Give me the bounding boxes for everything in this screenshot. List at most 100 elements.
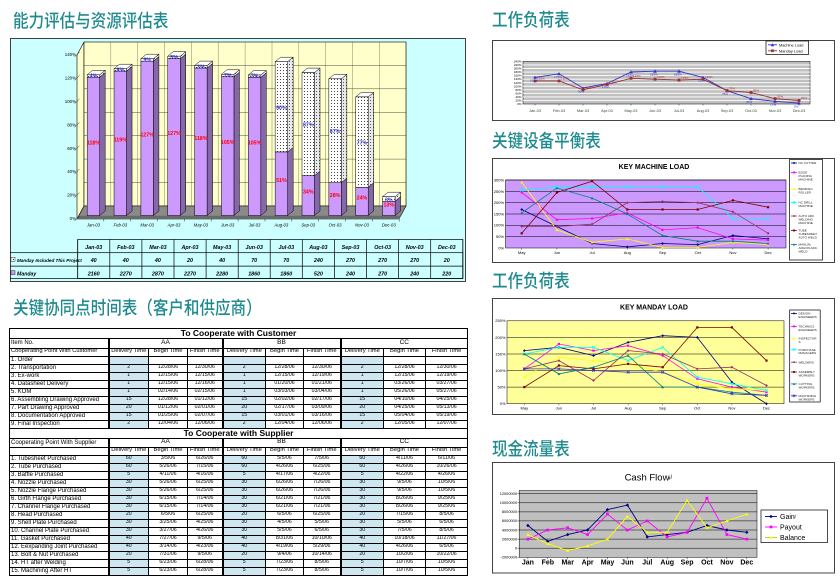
svg-text:12000000: 12000000 — [500, 491, 518, 496]
svg-text:WORKERS: WORKERS — [799, 374, 815, 378]
svg-text:Jun-03: Jun-03 — [649, 108, 661, 113]
svg-text:Jan-03: Jan-03 — [85, 245, 102, 251]
svg-text:127%: 127% — [140, 132, 154, 138]
svg-text:AUTO ARC: AUTO ARC — [799, 214, 816, 218]
svg-text:Dec-03: Dec-03 — [793, 108, 806, 113]
svg-text:Oct-03: Oct-03 — [329, 223, 343, 228]
svg-text:10000000: 10000000 — [500, 500, 518, 505]
svg-text:0%: 0% — [498, 245, 504, 250]
svg-text:S: S — [799, 340, 801, 344]
svg-text:40: 40 — [122, 258, 129, 264]
svg-text:MANUAL: MANUAL — [799, 243, 812, 247]
svg-text:May-03: May-03 — [194, 223, 209, 228]
svg-text:Apr-03: Apr-03 — [167, 223, 181, 228]
svg-text:118%: 118% — [194, 136, 208, 142]
svg-text:Sep: Sep — [659, 406, 667, 411]
svg-text:270: 270 — [377, 258, 387, 264]
svg-text:115%: 115% — [602, 85, 610, 89]
svg-text:NC CUTTER: NC CUTTER — [799, 161, 818, 165]
svg-text:28%: 28% — [330, 193, 341, 199]
svg-text:Jul: Jul — [590, 250, 595, 255]
svg-text:Nov: Nov — [720, 560, 733, 567]
svg-text:250%: 250% — [495, 318, 506, 323]
svg-text:ARGON ARC: ARGON ARC — [799, 246, 818, 250]
svg-text:30%: 30% — [777, 95, 783, 99]
svg-text:Aug-03: Aug-03 — [697, 108, 710, 113]
svg-text:2280: 2280 — [215, 271, 228, 277]
svg-text:250%: 250% — [494, 189, 505, 194]
svg-text:Jul: Jul — [591, 406, 596, 411]
svg-text:240: 240 — [345, 271, 355, 277]
svg-text:105%: 105% — [248, 141, 262, 147]
svg-text:127%: 127% — [167, 131, 181, 137]
svg-text:240: 240 — [313, 258, 323, 264]
svg-text:50%: 50% — [497, 385, 505, 390]
svg-text:Feb-03: Feb-03 — [117, 245, 134, 251]
svg-text:100%: 100% — [514, 84, 522, 88]
svg-text:7%: 7% — [224, 73, 232, 79]
svg-text:77%: 77% — [357, 141, 368, 147]
svg-text:110%: 110% — [609, 80, 617, 84]
svg-text:Machine Load: Machine Load — [779, 42, 803, 47]
svg-text:200%: 200% — [495, 335, 506, 340]
svg-text:Aug-03: Aug-03 — [273, 223, 288, 228]
svg-text:Jul-03: Jul-03 — [248, 223, 261, 228]
svg-text:100%: 100% — [65, 99, 76, 104]
svg-text:185%: 185% — [674, 73, 682, 77]
svg-text:INSPECTOR: INSPECTOR — [799, 337, 818, 341]
svg-text:Nov-03: Nov-03 — [406, 245, 424, 251]
svg-text:MACHINE: MACHINE — [799, 178, 813, 182]
svg-text:150%: 150% — [494, 211, 505, 216]
svg-text:Apr: Apr — [582, 560, 594, 567]
svg-text:ASSEMBLY: ASSEMBLY — [799, 370, 815, 374]
svg-text:135%: 135% — [681, 76, 689, 80]
svg-text:140%: 140% — [657, 75, 665, 79]
svg-text:WELDERS: WELDERS — [799, 360, 814, 364]
svg-text:Feb-03: Feb-03 — [553, 108, 565, 113]
svg-text:220%: 220% — [514, 63, 522, 67]
svg-text:Sep: Sep — [681, 560, 694, 567]
svg-text:Oct: Oct — [701, 560, 713, 567]
svg-text:51%: 51% — [276, 178, 287, 184]
svg-text:9%: 9% — [143, 57, 151, 63]
svg-text:AUTO WELD: AUTO WELD — [799, 236, 818, 240]
svg-text:Mar: Mar — [561, 560, 574, 567]
svg-text:Dec: Dec — [740, 560, 753, 567]
svg-text:Mar-03: Mar-03 — [140, 223, 154, 228]
svg-text:240%: 240% — [514, 60, 522, 64]
svg-text:90%: 90% — [276, 105, 287, 111]
svg-text:Mar-03: Mar-03 — [149, 245, 166, 251]
svg-text:Oct: Oct — [695, 250, 702, 255]
svg-text:170%: 170% — [554, 75, 562, 79]
svg-text:120%: 120% — [65, 76, 76, 81]
svg-text:15%: 15% — [770, 103, 776, 107]
svg-text:Jul-03: Jul-03 — [279, 245, 295, 251]
svg-text:119%: 119% — [114, 137, 128, 143]
svg-text:Nov: Nov — [729, 250, 736, 255]
svg-text:40: 40 — [154, 258, 161, 264]
svg-text:1860: 1860 — [280, 271, 292, 277]
svg-text:20%: 20% — [801, 96, 807, 100]
svg-text:150%: 150% — [698, 79, 706, 83]
svg-text:7%: 7% — [251, 74, 259, 80]
svg-text:Manday Load: Manday Load — [779, 48, 803, 53]
svg-text:140%: 140% — [65, 52, 76, 57]
svg-text:WORKERS: WORKERS — [799, 397, 815, 401]
svg-text:140%: 140% — [705, 75, 713, 79]
svg-text:CUTTING: CUTTING — [799, 382, 813, 386]
svg-text:100%: 100% — [495, 368, 506, 373]
svg-text:270: 270 — [409, 258, 419, 264]
svg-text:65%: 65% — [753, 88, 759, 92]
svg-text:Nov: Nov — [728, 406, 735, 411]
svg-text:Manday Included This Project: Manday Included This Project — [17, 258, 82, 263]
svg-text:0%: 0% — [517, 102, 522, 106]
svg-text:2270: 2270 — [183, 271, 196, 277]
svg-text:May: May — [521, 406, 529, 411]
svg-text:Jun: Jun — [554, 250, 560, 255]
svg-text:Aug: Aug — [624, 250, 631, 255]
svg-text:70: 70 — [251, 258, 257, 264]
svg-text:Oct-03: Oct-03 — [374, 245, 391, 251]
svg-text:Cash Flow: Cash Flow — [625, 473, 670, 484]
svg-text:20%: 20% — [515, 99, 521, 103]
svg-text:Oct: Oct — [694, 406, 701, 411]
